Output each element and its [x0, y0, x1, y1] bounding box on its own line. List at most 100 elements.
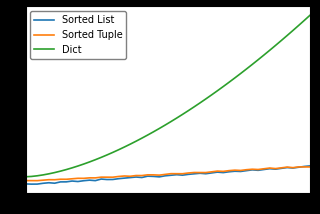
Dict	[64, 168, 68, 171]
Dict	[303, 19, 307, 21]
Sorted List	[291, 167, 295, 169]
Sorted List	[308, 165, 312, 167]
Sorted Tuple	[146, 174, 149, 176]
Dict	[175, 117, 179, 119]
Sorted List	[99, 178, 103, 180]
Sorted Tuple	[140, 174, 144, 177]
Dict	[285, 34, 289, 37]
Sorted List	[47, 181, 51, 184]
Sorted Tuple	[227, 169, 231, 172]
Sorted List	[250, 169, 254, 171]
Sorted List	[134, 176, 138, 178]
Sorted Tuple	[244, 168, 248, 171]
Sorted List	[233, 170, 237, 172]
Sorted Tuple	[308, 166, 312, 168]
Sorted Tuple	[47, 178, 51, 181]
Dict	[88, 161, 92, 163]
Sorted List	[53, 182, 57, 184]
Dict	[192, 106, 196, 108]
Sorted List	[210, 172, 213, 174]
Sorted Tuple	[262, 168, 266, 170]
Sorted List	[279, 167, 283, 170]
Sorted List	[123, 177, 126, 179]
Sorted Tuple	[239, 169, 243, 172]
Line: Dict: Dict	[26, 15, 310, 177]
Dict	[82, 163, 86, 165]
Sorted Tuple	[204, 171, 208, 174]
Sorted List	[140, 176, 144, 179]
Dict	[117, 149, 121, 151]
Sorted Tuple	[250, 168, 254, 171]
Sorted List	[163, 175, 167, 177]
Sorted Tuple	[291, 166, 295, 169]
Sorted List	[239, 170, 243, 173]
Sorted List	[256, 169, 260, 172]
Sorted Tuple	[88, 177, 92, 179]
Sorted List	[105, 178, 109, 181]
Dict	[128, 143, 132, 146]
Dict	[274, 44, 277, 47]
Dict	[163, 124, 167, 126]
Dict	[59, 170, 62, 172]
Sorted List	[303, 165, 307, 168]
Sorted List	[64, 181, 68, 183]
Sorted List	[227, 171, 231, 173]
Sorted List	[93, 179, 97, 182]
Dict	[256, 58, 260, 61]
Dict	[180, 113, 184, 116]
Dict	[99, 156, 103, 159]
Dict	[204, 98, 208, 100]
Sorted Tuple	[59, 178, 62, 181]
Legend: Sorted List, Sorted Tuple, Dict: Sorted List, Sorted Tuple, Dict	[30, 11, 126, 59]
Sorted List	[117, 177, 121, 180]
Sorted List	[244, 169, 248, 172]
Sorted Tuple	[99, 176, 103, 178]
Sorted Tuple	[82, 177, 86, 180]
Sorted Tuple	[24, 179, 28, 182]
Dict	[244, 68, 248, 70]
Sorted List	[59, 181, 62, 183]
Sorted Tuple	[180, 172, 184, 175]
Dict	[210, 94, 213, 96]
Sorted Tuple	[105, 176, 109, 178]
Sorted List	[221, 171, 225, 174]
Sorted List	[157, 175, 161, 178]
Sorted Tuple	[157, 174, 161, 176]
Sorted Tuple	[53, 178, 57, 181]
Sorted Tuple	[198, 171, 202, 174]
Sorted Tuple	[215, 170, 219, 172]
Sorted Tuple	[111, 176, 115, 178]
Sorted Tuple	[117, 175, 121, 178]
Sorted Tuple	[210, 171, 213, 173]
Sorted Tuple	[303, 166, 307, 168]
Dict	[41, 174, 45, 176]
Sorted Tuple	[187, 172, 190, 174]
Dict	[215, 89, 219, 92]
Sorted Tuple	[221, 170, 225, 173]
Dict	[105, 154, 109, 156]
Sorted List	[76, 180, 80, 183]
Sorted List	[82, 179, 86, 182]
Sorted List	[35, 183, 39, 185]
Sorted List	[175, 173, 179, 176]
Dict	[250, 63, 254, 66]
Sorted List	[187, 173, 190, 176]
Sorted List	[152, 175, 156, 178]
Sorted Tuple	[123, 175, 126, 177]
Sorted List	[41, 182, 45, 184]
Sorted Tuple	[35, 179, 39, 182]
Sorted List	[88, 179, 92, 181]
Sorted Tuple	[70, 177, 74, 180]
Sorted Tuple	[128, 175, 132, 178]
Sorted Tuple	[297, 166, 301, 168]
Dict	[134, 140, 138, 143]
Sorted List	[262, 168, 266, 171]
Line: Sorted List: Sorted List	[26, 166, 310, 184]
Dict	[157, 127, 161, 130]
Sorted List	[274, 168, 277, 170]
Sorted List	[198, 172, 202, 175]
Sorted List	[146, 175, 149, 177]
Sorted List	[29, 183, 33, 185]
Dict	[233, 77, 237, 79]
Dict	[24, 175, 28, 178]
